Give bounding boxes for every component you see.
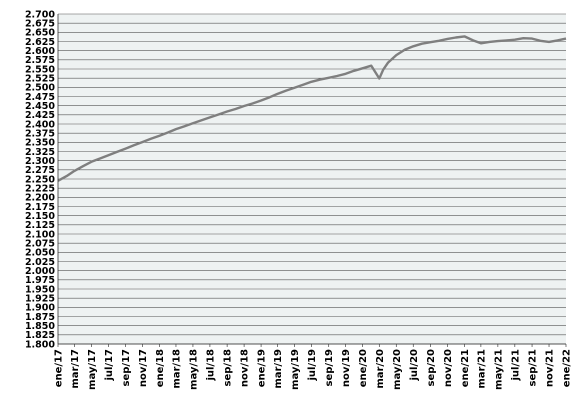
x-tick-label: mar/21 <box>476 349 487 389</box>
y-tick-label: 2.650 <box>25 28 55 39</box>
x-tick-label: sep/18 <box>223 349 234 387</box>
y-tick-label: 1.925 <box>25 293 55 304</box>
x-tick-label: jul/17 <box>104 349 115 382</box>
x-tick-label: mar/18 <box>171 349 182 389</box>
x-tick-label: mar/20 <box>375 349 386 389</box>
y-tick-label: 2.125 <box>25 220 55 231</box>
y-tick-label: 2.475 <box>25 92 55 103</box>
series-line <box>57 35 567 182</box>
y-tick-label: 2.275 <box>25 165 55 176</box>
y-tick-label: 2.225 <box>25 183 55 194</box>
x-tick-label: sep/21 <box>528 349 539 387</box>
x-tick-label: ene/19 <box>257 349 268 387</box>
x-tick-label: nov/20 <box>443 349 454 387</box>
x-tick-label: may/20 <box>392 349 403 390</box>
y-tick-label: 2.350 <box>25 138 55 149</box>
x-axis-ticks: ene/17 mar/17 may/17 jul/17 sep/17 nov/17 ene/… <box>54 344 573 390</box>
x-tick-label: nov/17 <box>138 349 149 387</box>
y-tick-label: 2.325 <box>25 147 55 158</box>
y-tick-label: 2.550 <box>25 64 55 75</box>
x-tick-label: sep/19 <box>324 349 335 387</box>
y-tick-label: 2.575 <box>25 55 55 66</box>
y-tick-label: 2.425 <box>25 110 55 121</box>
y-tick-label: 2.600 <box>25 46 55 57</box>
x-tick-label: jul/18 <box>205 349 216 382</box>
y-tick-label: 2.250 <box>25 174 55 185</box>
x-tick-label: sep/20 <box>426 349 437 387</box>
y-tick-label: 2.075 <box>25 238 55 249</box>
x-tick-label: jul/20 <box>409 349 420 382</box>
y-tick-label: 2.525 <box>25 73 55 84</box>
y-tick-label: 2.175 <box>25 202 55 213</box>
x-tick-label: may/18 <box>188 349 199 390</box>
y-tick-label: 1.875 <box>25 312 55 323</box>
x-tick-label: ene/20 <box>358 349 369 387</box>
y-tick-label: 2.050 <box>25 248 55 259</box>
y-tick-label: 2.625 <box>25 37 55 48</box>
y-tick-label: 2.450 <box>25 101 55 112</box>
y-tick-label: 1.900 <box>25 303 55 314</box>
x-tick-label: nov/21 <box>545 349 556 387</box>
y-tick-label: 2.200 <box>25 193 55 204</box>
y-tick-label: 2.100 <box>25 229 55 240</box>
y-tick-label: 2.700 <box>25 9 55 20</box>
x-tick-label: nov/18 <box>240 349 251 387</box>
y-tick-label: 2.150 <box>25 211 55 222</box>
y-tick-label: 2.400 <box>25 119 55 130</box>
x-tick-label: nov/19 <box>341 349 352 387</box>
y-tick-label: 2.675 <box>25 18 55 29</box>
y-tick-label: 2.375 <box>25 128 55 139</box>
x-tick-label: jul/21 <box>510 349 521 382</box>
y-tick-label: 2.300 <box>25 156 55 167</box>
x-tick-label: may/21 <box>493 349 504 390</box>
x-tick-label: jul/19 <box>307 349 318 382</box>
x-tick-label: ene/22 <box>562 349 573 387</box>
x-tick-label: may/19 <box>290 349 301 390</box>
y-tick-label: 1.825 <box>25 330 55 341</box>
y-tick-label: 2.025 <box>25 257 55 268</box>
x-tick-label: ene/18 <box>155 349 166 387</box>
x-tick-label: mar/17 <box>70 349 81 389</box>
x-tick-label: may/17 <box>87 349 98 390</box>
y-tick-label: 1.850 <box>25 321 55 332</box>
x-tick-label: ene/21 <box>460 349 471 387</box>
x-tick-label: mar/19 <box>273 349 284 389</box>
y-tick-label: 2.500 <box>25 83 55 94</box>
x-tick-label: ene/17 <box>54 349 65 387</box>
y-tick-label: 1.800 <box>25 339 55 350</box>
y-tick-label: 1.975 <box>25 275 55 286</box>
y-axis-ticks: 1.8001.8251.8501.8751.9001.9251.9501.975… <box>25 9 55 350</box>
y-tick-label: 2.000 <box>25 266 55 277</box>
x-tick-label: sep/17 <box>121 349 132 387</box>
y-tick-label: 1.950 <box>25 284 55 295</box>
y-gridlines <box>58 13 566 345</box>
